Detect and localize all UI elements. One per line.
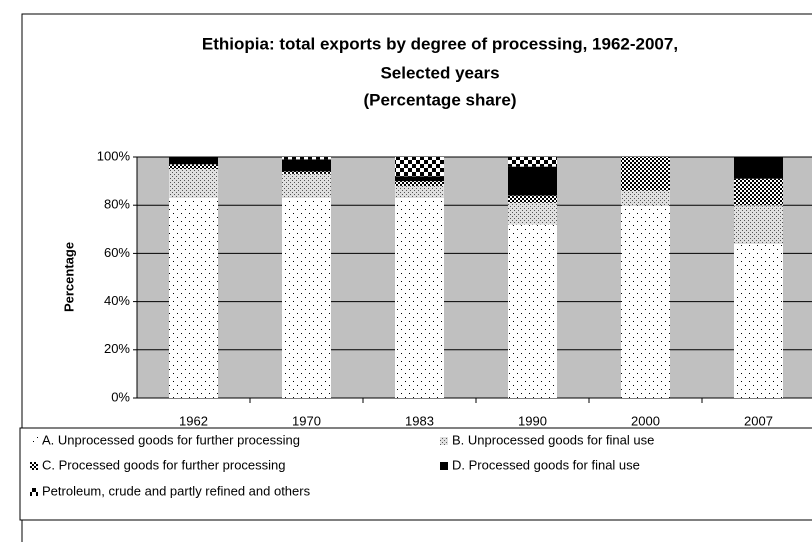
legend-swatch xyxy=(30,462,38,470)
bar-segment xyxy=(282,173,331,198)
bar-segment xyxy=(508,224,557,398)
x-tick-label: 1962 xyxy=(179,413,208,428)
bar-segment xyxy=(508,166,557,196)
bar-segment xyxy=(395,197,444,398)
bar-segment xyxy=(169,197,218,398)
y-tick-label: 20% xyxy=(104,341,130,356)
bar-segment xyxy=(621,157,670,191)
bar-segment xyxy=(734,157,783,179)
bar-segment xyxy=(395,185,444,198)
chart-title: Selected years xyxy=(380,63,499,82)
x-tick-label: 2007 xyxy=(744,413,773,428)
bar-segment xyxy=(621,190,670,206)
legend-label: B. Unprocessed goods for final use xyxy=(452,432,654,447)
bar-segment xyxy=(395,181,444,186)
y-tick-label: 100% xyxy=(97,148,131,163)
y-tick-label: 60% xyxy=(104,245,130,260)
legend-swatch xyxy=(440,437,448,445)
bar-segment xyxy=(734,178,783,206)
bar-segment xyxy=(395,157,444,177)
x-tick-label: 1970 xyxy=(292,413,321,428)
bar-segment xyxy=(508,157,557,167)
bar-segment xyxy=(282,171,331,174)
legend-label: D. Processed goods for final use xyxy=(452,457,640,472)
y-tick-label: 0% xyxy=(111,389,130,404)
legend-swatch xyxy=(440,462,448,470)
legend-swatch xyxy=(30,488,38,496)
bar-segment xyxy=(734,243,783,398)
bar-segment xyxy=(282,157,331,160)
plot-background xyxy=(137,157,812,398)
bar-segment xyxy=(169,164,218,170)
y-tick-label: 80% xyxy=(104,197,130,212)
x-tick-label: 2000 xyxy=(631,413,660,428)
x-tick-label: 1983 xyxy=(405,413,434,428)
y-tick-label: 40% xyxy=(104,293,130,308)
bar-segment xyxy=(395,176,444,182)
y-axis-label: Percentage xyxy=(61,242,76,312)
bar-segment xyxy=(734,205,783,244)
chart-frame xyxy=(21,13,812,542)
legend-swatch xyxy=(30,437,38,445)
legend-label: Petroleum, crude and partly refined and … xyxy=(42,483,311,498)
bar-segment xyxy=(169,169,218,198)
legend-label: A. Unprocessed goods for further process… xyxy=(42,432,300,447)
chart-title: Ethiopia: total exports by degree of pro… xyxy=(202,34,678,53)
bar-segment xyxy=(282,159,331,172)
chart-title: (Percentage share) xyxy=(363,90,516,109)
legend-box xyxy=(19,427,812,521)
bar-segment xyxy=(282,197,331,398)
bar-segment xyxy=(169,157,218,165)
bar-segment xyxy=(508,202,557,225)
bar-segment xyxy=(508,195,557,203)
bar-segment xyxy=(621,205,670,398)
legend-label: C. Processed goods for further processin… xyxy=(42,457,286,472)
x-tick-label: 1990 xyxy=(518,413,547,428)
